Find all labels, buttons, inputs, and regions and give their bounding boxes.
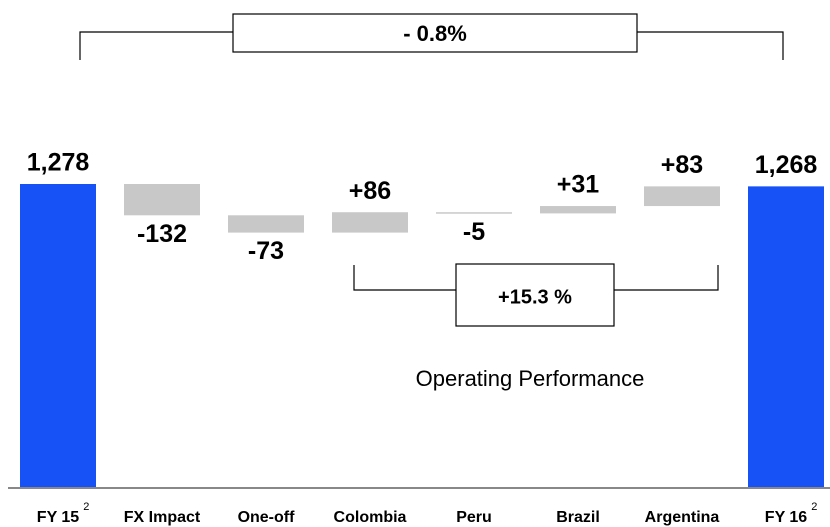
total-bracket: - 0.8% <box>79 13 784 60</box>
bar <box>644 186 720 207</box>
value-label: -132 <box>137 220 187 248</box>
value-label: -5 <box>463 218 485 246</box>
value-label: +31 <box>557 171 600 199</box>
footnote-mark: 2 <box>83 501 89 513</box>
x-tick-label: Argentina <box>645 509 720 526</box>
bracket-box <box>232 13 638 53</box>
bar <box>20 184 96 487</box>
bar <box>332 212 408 233</box>
x-tick-label: FY 16 <box>765 509 808 526</box>
x-tick-label: FY 15 <box>37 509 80 526</box>
bracket-box <box>455 263 615 327</box>
bar <box>228 215 304 233</box>
value-label: -73 <box>248 237 284 265</box>
bracket-line <box>353 265 456 291</box>
bracket-line <box>614 265 719 291</box>
bar <box>436 212 512 214</box>
value-label: +83 <box>661 151 703 179</box>
x-tick-label: Brazil <box>556 509 600 526</box>
x-tick-label: Colombia <box>334 509 407 526</box>
value-label: 1,268 <box>755 151 818 179</box>
total-change: - 0.8% <box>403 21 467 46</box>
value-label: 1,278 <box>27 149 90 177</box>
value-label: +86 <box>349 177 391 205</box>
operating-change: +15.3 % <box>498 286 572 308</box>
x-tick-label: FX Impact <box>124 509 201 526</box>
operating-label: Operating Performance <box>416 366 645 391</box>
operating-bracket: +15.3 % <box>353 263 719 327</box>
bar <box>748 186 824 487</box>
bar <box>124 184 200 216</box>
bar <box>540 206 616 214</box>
x-tick-label: Peru <box>456 509 492 526</box>
bracket-line <box>79 31 233 60</box>
x-tick-label: One-off <box>238 509 296 526</box>
footnote-mark: 2 <box>811 501 817 513</box>
bracket-line <box>637 31 784 60</box>
